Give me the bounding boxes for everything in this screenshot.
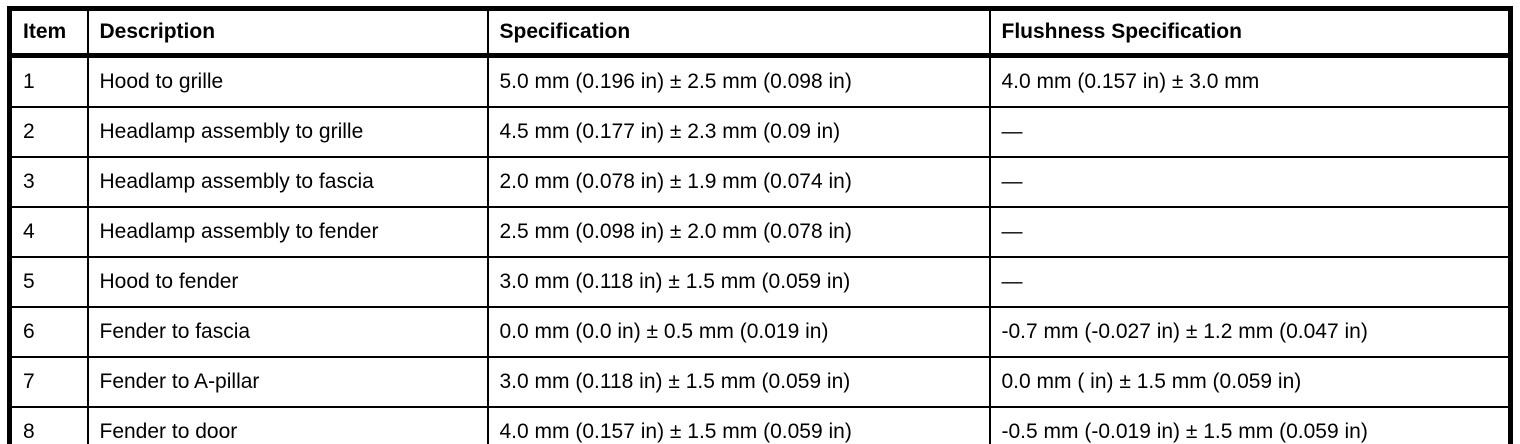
cell-item: 6 (8, 306, 89, 358)
cell-item: 4 (8, 206, 89, 258)
column-header-item: Item (8, 7, 89, 58)
cell-specification: 4.0 mm (0.157 in) ± 1.5 mm (0.059 in) (486, 406, 991, 444)
cell-description: Fender to A-pillar (86, 356, 489, 408)
table-row: 6 Fender to fascia 0.0 mm (0.0 in) ± 0.5… (8, 306, 1512, 358)
column-header-description: Description (86, 7, 489, 58)
cell-flushness: — (988, 106, 1512, 158)
cell-description: Fender to fascia (86, 306, 489, 358)
table-row: 7 Fender to A-pillar 3.0 mm (0.118 in) ±… (8, 356, 1512, 408)
cell-flushness: — (988, 256, 1512, 308)
cell-specification: 4.5 mm (0.177 in) ± 2.3 mm (0.09 in) (486, 106, 991, 158)
cell-description: Hood to grille (86, 54, 489, 108)
column-header-flushness-specification: Flushness Specification (988, 7, 1512, 58)
cell-item: 1 (8, 54, 89, 108)
column-header-specification: Specification (486, 7, 991, 58)
cell-item: 8 (8, 406, 89, 444)
cell-flushness: -0.7 mm (-0.027 in) ± 1.2 mm (0.047 in) (988, 306, 1512, 358)
cell-item: 5 (8, 256, 89, 308)
cell-flushness: 0.0 mm ( in) ± 1.5 mm (0.059 in) (988, 356, 1512, 408)
table-row: 3 Headlamp assembly to fascia 2.0 mm (0.… (8, 156, 1512, 208)
table-row: 1 Hood to grille 5.0 mm (0.196 in) ± 2.5… (8, 54, 1512, 108)
header-row: Item Description Specification Flushness… (8, 7, 1512, 58)
body-dimensions-spec-table: Item Description Specification Flushness… (7, 6, 1513, 444)
cell-specification: 2.5 mm (0.098 in) ± 2.0 mm (0.078 in) (486, 206, 991, 258)
cell-description: Hood to fender (86, 256, 489, 308)
cell-item: 3 (8, 156, 89, 208)
spec-table-body: 1 Hood to grille 5.0 mm (0.196 in) ± 2.5… (8, 54, 1512, 444)
cell-description: Headlamp assembly to fender (86, 206, 489, 258)
cell-flushness: — (988, 156, 1512, 208)
cell-flushness: — (988, 206, 1512, 258)
cell-specification: 3.0 mm (0.118 in) ± 1.5 mm (0.059 in) (486, 256, 991, 308)
cell-specification: 3.0 mm (0.118 in) ± 1.5 mm (0.059 in) (486, 356, 991, 408)
cell-flushness: -0.5 mm (-0.019 in) ± 1.5 mm (0.059 in) (988, 406, 1512, 444)
table-row: 8 Fender to door 4.0 mm (0.157 in) ± 1.5… (8, 406, 1512, 444)
table-row: 5 Hood to fender 3.0 mm (0.118 in) ± 1.5… (8, 256, 1512, 308)
cell-specification: 0.0 mm (0.0 in) ± 0.5 mm (0.019 in) (486, 306, 991, 358)
spec-table-header: Item Description Specification Flushness… (8, 7, 1512, 58)
cell-description: Headlamp assembly to grille (86, 106, 489, 158)
cell-description: Headlamp assembly to fascia (86, 156, 489, 208)
table-row: 4 Headlamp assembly to fender 2.5 mm (0.… (8, 206, 1512, 258)
cell-specification: 5.0 mm (0.196 in) ± 2.5 mm (0.098 in) (486, 54, 991, 108)
cell-item: 7 (8, 356, 89, 408)
cell-description: Fender to door (86, 406, 489, 444)
table-row: 2 Headlamp assembly to grille 4.5 mm (0.… (8, 106, 1512, 158)
cell-specification: 2.0 mm (0.078 in) ± 1.9 mm (0.074 in) (486, 156, 991, 208)
cell-item: 2 (8, 106, 89, 158)
cell-flushness: 4.0 mm (0.157 in) ± 3.0 mm (988, 54, 1512, 108)
